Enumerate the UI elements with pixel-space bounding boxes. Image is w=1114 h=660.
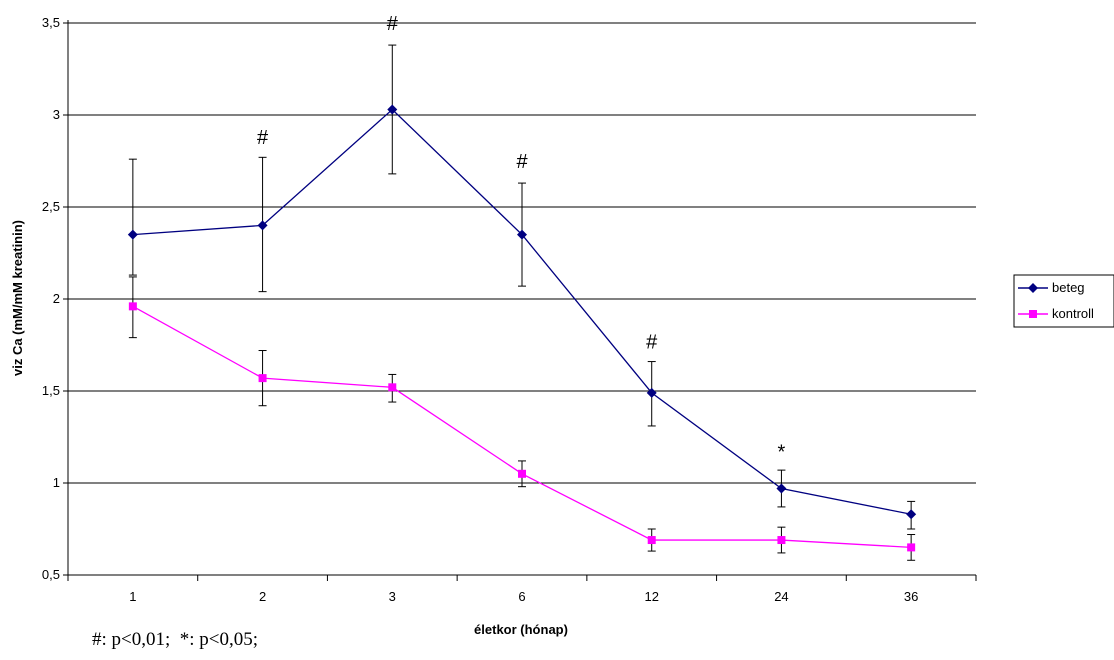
significance-marker: # [257, 127, 269, 149]
data-point [906, 509, 917, 520]
series-kontroll [128, 276, 916, 561]
legend-marker-beteg [1028, 283, 1038, 293]
x-tick-label: 3 [389, 589, 396, 604]
significance-marker: # [646, 331, 658, 353]
legend-box [1013, 274, 1114, 328]
series-group [127, 44, 917, 561]
data-point [387, 104, 398, 115]
footnote: #: p<0,01; *: p<0,05; [92, 629, 259, 650]
y-tick-label: 1,5 [42, 383, 60, 398]
data-point [388, 383, 397, 392]
y-tick-label: 3 [53, 107, 60, 122]
x-tick-label: 36 [904, 589, 918, 604]
legend-label-kontroll: kontroll [1052, 306, 1094, 321]
x-axis-title: életkor (hónap) [474, 622, 568, 637]
significance-annotations: # # # # * [257, 13, 786, 464]
x-ticks: 1 2 3 6 12 24 36 [67, 575, 977, 604]
significance-marker: # [516, 151, 528, 173]
legend-marker-kontroll [1029, 310, 1037, 318]
series-beteg [127, 44, 917, 530]
x-tick-label: 12 [644, 589, 658, 604]
y-ticks: 0,5 1 1,5 2 2,5 3 3,5 [42, 15, 68, 582]
data-point [128, 302, 137, 311]
y-axis-title: viz Ca (mM/mM kreatinin) [10, 220, 25, 376]
data-point [518, 469, 526, 478]
significance-marker: # [387, 13, 399, 35]
y-tick-label: 3,5 [42, 15, 60, 30]
data-point [777, 536, 786, 545]
data-point [776, 483, 787, 494]
gridlines [68, 22, 976, 484]
significance-marker: * [778, 442, 786, 464]
y-tick-label: 0,5 [42, 567, 60, 582]
data-point [647, 536, 656, 545]
x-tick-label: 6 [518, 589, 525, 604]
data-point [907, 543, 916, 552]
data-point [517, 229, 527, 240]
y-tick-label: 2 [53, 291, 60, 306]
legend-label-beteg: beteg [1052, 280, 1085, 295]
y-tick-label: 2,5 [42, 199, 60, 214]
x-tick-label: 24 [774, 589, 788, 604]
data-point [646, 387, 657, 398]
y-tick-label: 1 [53, 475, 60, 490]
x-tick-label: 2 [259, 589, 266, 604]
data-point [257, 220, 268, 231]
legend: beteg kontroll [1013, 274, 1114, 328]
x-tick-label: 1 [129, 589, 136, 604]
data-point [127, 229, 138, 240]
data-point [258, 374, 267, 383]
